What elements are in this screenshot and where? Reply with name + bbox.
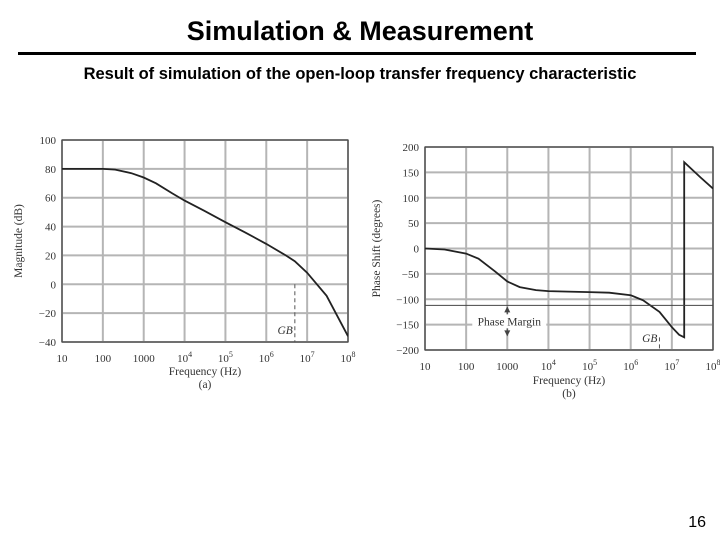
x-tick-label: 10	[57, 353, 69, 365]
y-tick-label: 20	[45, 250, 57, 262]
magnitude-chart: 10 100 1000 104 105 106 107 108 100 80 60 40 20 0 −20 −…	[13, 135, 356, 391]
phase-margin-label: Phase Margin	[478, 316, 542, 328]
x-axis-label: Frequency (Hz)	[533, 375, 606, 387]
gb-label: GB	[277, 325, 292, 337]
phase-chart: 10 100 1000 104 105 106 107 108 200 150 100 50 0 −50 −…	[371, 142, 720, 400]
page-number: 16	[688, 514, 706, 531]
x-tick-label: 1000	[133, 353, 156, 365]
x-tick-label: 105	[218, 350, 233, 365]
y-tick-label: −50	[402, 269, 420, 281]
arrow-head-down	[504, 330, 511, 337]
y-axis-label: Phase Shift (degrees)	[371, 199, 383, 297]
x-tick-label: 107	[300, 350, 315, 365]
x-tick-label: 100	[95, 353, 112, 365]
y-tick-label: 100	[40, 135, 57, 147]
y-tick-label: 100	[403, 193, 420, 205]
y-tick-label: −100	[396, 294, 419, 306]
y-axis-label: Magnitude (dB)	[13, 204, 25, 278]
slide-subtitle: Result of simulation of the open-loop tr…	[83, 65, 637, 83]
y-tick-label: 50	[408, 218, 420, 230]
y-tick-label: 0	[414, 244, 420, 256]
y-tick-label: −150	[396, 320, 419, 332]
series-line	[425, 160, 713, 339]
x-tick-label: 107	[664, 358, 679, 373]
x-tick-label: 108	[341, 350, 356, 365]
x-tick-label: 105	[582, 358, 597, 373]
y-tick-label: 40	[45, 222, 57, 234]
y-tick-label: 150	[403, 167, 420, 179]
slide-title: Simulation & Measurement	[186, 16, 534, 46]
y-tick-label: 80	[45, 164, 57, 176]
panel-label: (b)	[562, 388, 576, 400]
phase-margin-label-bg	[472, 314, 547, 329]
y-tick-label: −40	[39, 337, 57, 349]
x-tick-label: 100	[458, 361, 475, 373]
y-tick-label: 60	[45, 193, 57, 205]
y-tick-label: −200	[396, 345, 419, 357]
x-tick-label: 1000	[496, 361, 519, 373]
y-tick-label: −20	[39, 308, 57, 320]
arrow-head-up	[504, 306, 511, 313]
y-tick-label: 0	[51, 279, 57, 291]
x-tick-label: 106	[623, 358, 638, 373]
gb-label: GB	[642, 333, 657, 345]
panel-label: (a)	[199, 379, 212, 391]
y-tick-label: 200	[403, 142, 420, 154]
x-tick-label: 104	[177, 350, 192, 365]
x-axis-label: Frequency (Hz)	[169, 366, 242, 378]
series-line	[62, 168, 348, 337]
title-rule	[18, 52, 696, 55]
x-tick-label: 108	[706, 358, 720, 373]
x-tick-label: 104	[541, 358, 556, 373]
plot-frame	[61, 139, 349, 343]
x-tick-label: 10	[420, 361, 432, 373]
x-tick-label: 106	[259, 350, 274, 365]
